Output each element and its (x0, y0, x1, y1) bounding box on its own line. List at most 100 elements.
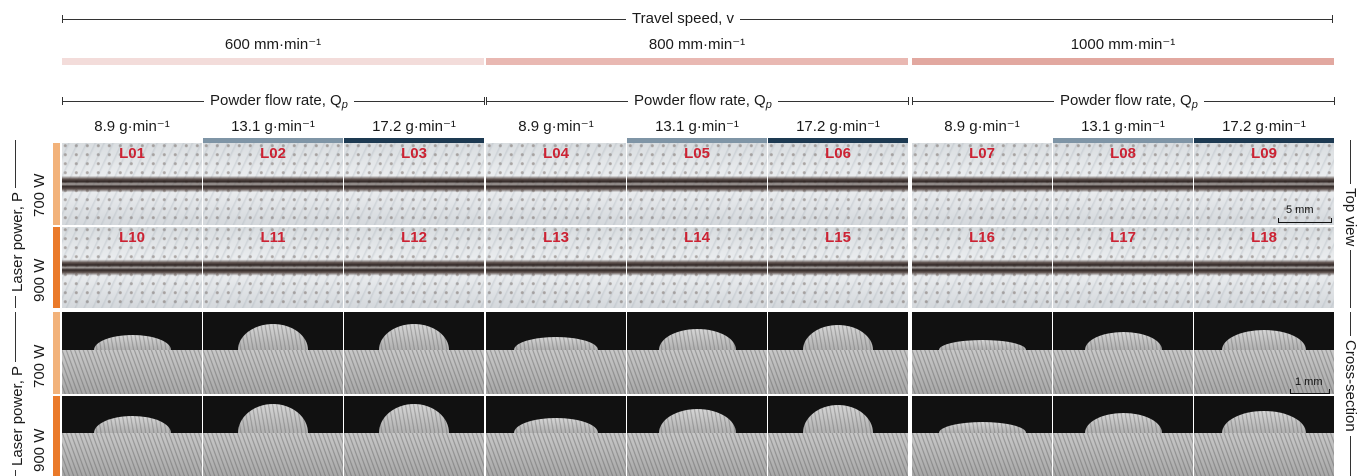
speed-600-bar (62, 58, 484, 65)
top-view-image: L15 (768, 227, 908, 308)
flow-rate-label: 8.9 g·min⁻¹ (518, 118, 594, 135)
substrate (62, 432, 202, 476)
top-view-image: L18 (1194, 227, 1334, 308)
sample-label: L09 (1251, 145, 1277, 162)
cs-scale-text: 1 mm (1295, 376, 1323, 388)
power-700-bar-top (53, 143, 60, 225)
substrate (344, 432, 484, 476)
powder-header-text: Powder flow rate, Q (1060, 92, 1192, 109)
travel-speed-header: Travel speed, v (626, 11, 740, 27)
top-view-image: L13 (486, 227, 626, 308)
top-scale-bar (1278, 218, 1332, 223)
sample-label: L15 (825, 229, 851, 246)
sample-label: L03 (401, 145, 427, 162)
cross-section-image (627, 312, 767, 394)
sample-label: L18 (1251, 229, 1277, 246)
top-view-image: L10 (62, 227, 202, 308)
clad-bead (1085, 413, 1162, 433)
clad-bead (939, 340, 1026, 350)
sample-label: L17 (1110, 229, 1136, 246)
laser-power-header-top: Laser power, P (9, 187, 26, 296)
clad-bead (659, 409, 736, 433)
top-view-image: L02 (203, 143, 343, 225)
top-view-image: L05 (627, 143, 767, 225)
clad-bead (803, 325, 873, 350)
substrate (768, 432, 908, 476)
sample-label: L07 (969, 145, 995, 162)
flow-rate-bar (203, 138, 343, 143)
top-scale-text: 5 mm (1286, 204, 1314, 216)
cross-section-image (203, 396, 343, 476)
top-view-image: L07 (912, 143, 1052, 225)
substrate (912, 349, 1052, 394)
sample-label: L12 (401, 229, 427, 246)
speed-800-bar (486, 58, 908, 65)
flow-rate-label: 13.1 g·min⁻¹ (231, 118, 315, 135)
sample-label: L05 (684, 145, 710, 162)
substrate (486, 349, 626, 394)
substrate (1053, 432, 1193, 476)
top-view-image: L14 (627, 227, 767, 308)
cross-section-image (1194, 396, 1334, 476)
powder-bracket-tick (912, 97, 913, 105)
substrate (62, 349, 202, 394)
powder-bracket-tick (486, 97, 487, 105)
sample-label: L16 (969, 229, 995, 246)
cross-section-image (1053, 312, 1193, 394)
top-view-image: L11 (203, 227, 343, 308)
top-view-image: L04 (486, 143, 626, 225)
substrate (486, 432, 626, 476)
speed-1000-label: 1000 mm·min⁻¹ (1070, 36, 1176, 53)
powder-flow-header: Powder flow rate, Qp (628, 93, 778, 113)
flow-rate-bar (768, 138, 908, 143)
clad-bead (659, 329, 736, 350)
substrate (768, 349, 908, 394)
travel-speed-bracket-right-tick (1332, 15, 1333, 23)
substrate (203, 432, 343, 476)
flow-rate-bar (1053, 138, 1193, 143)
top-view-image: L01 (62, 143, 202, 225)
cross-section-image (203, 312, 343, 394)
flow-rate-label: 8.9 g·min⁻¹ (944, 118, 1020, 135)
power-700-label-top: 700 W (31, 173, 48, 217)
flow-rate-label: 17.2 g·min⁻¹ (372, 118, 456, 135)
powder-header-subscript: p (341, 99, 348, 111)
sample-label: L04 (543, 145, 569, 162)
power-900-bar-cs (53, 396, 60, 476)
cross-section-image (62, 312, 202, 394)
flow-rate-bar (1194, 138, 1334, 143)
cross-section-image (1194, 312, 1334, 394)
powder-flow-header: Powder flow rate, Qp (1054, 93, 1204, 113)
laser-power-header-cs: Laser power, P (9, 361, 26, 470)
powder-bracket-tick (62, 97, 63, 105)
power-700-label-cs: 700 W (31, 344, 48, 388)
cross-section-image (912, 396, 1052, 476)
flow-rate-bar (912, 138, 1052, 143)
powder-bracket-tick (908, 97, 909, 105)
flow-rate-label: 13.1 g·min⁻¹ (655, 118, 739, 135)
clad-bead (238, 404, 308, 433)
sample-label: L08 (1110, 145, 1136, 162)
flow-rate-bar (627, 138, 767, 143)
powder-flow-header: Powder flow rate, Qp (204, 93, 354, 113)
flow-rate-label: 8.9 g·min⁻¹ (94, 118, 170, 135)
flow-rate-label: 17.2 g·min⁻¹ (796, 118, 880, 135)
top-view-image: L12 (344, 227, 484, 308)
substrate (627, 432, 767, 476)
top-view-image: L06 (768, 143, 908, 225)
clad-bead (1085, 332, 1162, 350)
powder-header-subscript: p (765, 99, 772, 111)
speed-800-label: 800 mm·min⁻¹ (648, 36, 746, 53)
substrate (1053, 349, 1193, 394)
substrate (912, 432, 1052, 476)
clad-bead (514, 418, 598, 433)
power-900-label-top: 900 W (31, 258, 48, 302)
cross-section-image (62, 396, 202, 476)
flow-rate-bar (344, 138, 484, 143)
powder-header-subscript: p (1191, 99, 1198, 111)
top-view-label: Top view (1342, 184, 1359, 251)
flow-rate-label: 13.1 g·min⁻¹ (1081, 118, 1165, 135)
clad-bead (94, 416, 171, 433)
cross-section-image (627, 396, 767, 476)
flow-rate-bar (486, 138, 626, 143)
